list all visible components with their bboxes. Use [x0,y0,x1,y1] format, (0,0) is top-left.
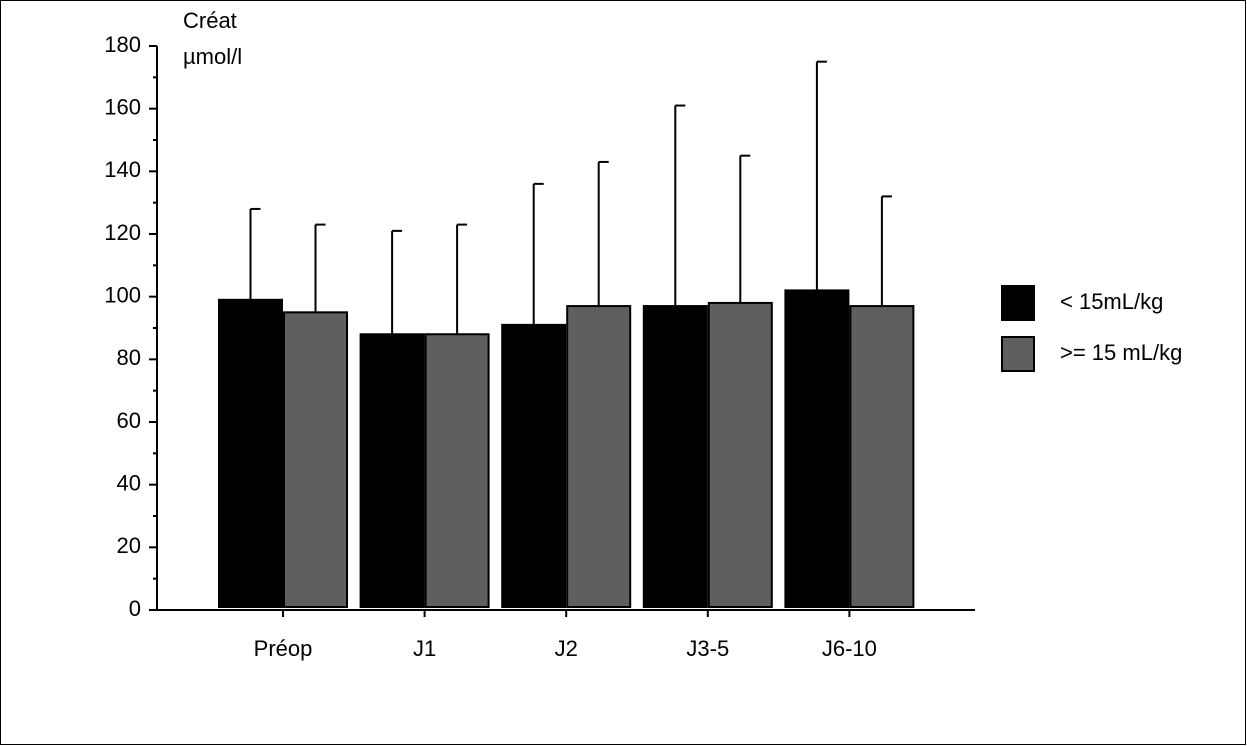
bar [283,311,348,608]
bar [501,323,567,608]
y-axis-label: µmol/l [183,44,242,69]
y-tick-label: 120 [104,220,141,245]
bar [424,333,490,608]
x-tick-label: J1 [413,636,436,661]
bar [218,298,283,608]
y-tick-label: 160 [104,94,141,119]
x-tick-label: J2 [555,636,578,661]
y-tick-label: 180 [104,32,141,57]
x-tick-label: J3-5 [686,636,729,661]
bar [707,301,773,608]
bar [784,289,850,608]
bar [566,305,632,608]
x-tick-label: J6-10 [822,636,877,661]
y-tick-label: 20 [117,533,141,558]
y-tick-label: 80 [117,345,141,370]
y-tick-label: 0 [129,596,141,621]
y-tick-label: 140 [104,157,141,182]
x-tick-label: Préop [254,636,313,661]
bar [642,305,708,608]
bar [359,333,425,608]
legend-label: >= 15 mL/kg [1060,340,1182,365]
bar [849,305,915,608]
y-tick-label: 40 [117,470,141,495]
y-axis-label: Créat [183,8,237,33]
y-tick-label: 60 [117,408,141,433]
y-tick-label: 100 [104,282,141,307]
legend-swatch [1001,336,1035,372]
legend-swatch [1001,285,1035,321]
legend-label: < 15mL/kg [1060,289,1163,314]
